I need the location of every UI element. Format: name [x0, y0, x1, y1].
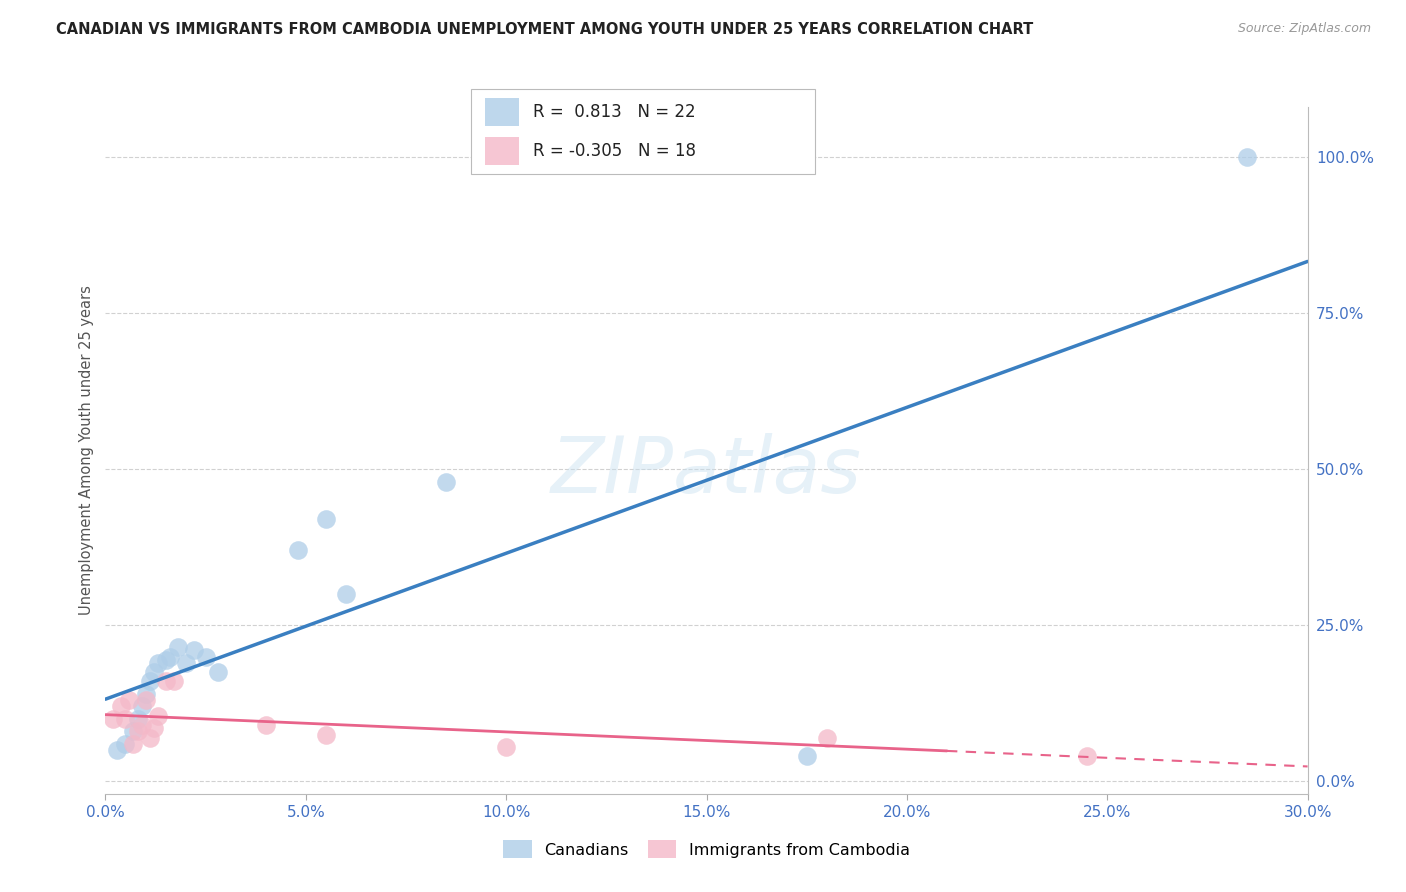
Point	[194, 649, 217, 664]
Point	[254, 718, 277, 732]
Point	[114, 712, 136, 726]
Point	[146, 656, 169, 670]
Bar	[485, 98, 519, 127]
Point	[315, 512, 337, 526]
Point	[183, 643, 205, 657]
Point	[315, 728, 337, 742]
Point	[174, 656, 197, 670]
Point	[166, 640, 188, 655]
Point	[127, 724, 149, 739]
Point	[110, 699, 132, 714]
Point	[127, 712, 149, 726]
Point	[107, 743, 129, 757]
Point	[146, 708, 169, 723]
Y-axis label: Unemployment Among Youth under 25 years: Unemployment Among Youth under 25 years	[79, 285, 94, 615]
Point	[155, 653, 177, 667]
Point	[207, 665, 229, 680]
Text: Source: ZipAtlas.com: Source: ZipAtlas.com	[1237, 22, 1371, 36]
Point	[495, 740, 517, 755]
Point	[131, 699, 153, 714]
Point	[142, 665, 165, 680]
Point	[1236, 150, 1258, 164]
Point	[118, 693, 141, 707]
Text: CANADIAN VS IMMIGRANTS FROM CAMBODIA UNEMPLOYMENT AMONG YOUTH UNDER 25 YEARS COR: CANADIAN VS IMMIGRANTS FROM CAMBODIA UNE…	[56, 22, 1033, 37]
Point	[162, 674, 184, 689]
Point	[131, 718, 153, 732]
Point	[434, 475, 457, 489]
Point	[114, 737, 136, 751]
Legend: Canadians, Immigrants from Cambodia: Canadians, Immigrants from Cambodia	[496, 834, 917, 865]
Point	[335, 587, 357, 601]
Point	[142, 721, 165, 735]
FancyBboxPatch shape	[471, 89, 815, 174]
Point	[138, 731, 160, 745]
Point	[122, 737, 145, 751]
Text: R =  0.813   N = 22: R = 0.813 N = 22	[533, 103, 696, 121]
Point	[159, 649, 181, 664]
Bar	[485, 136, 519, 165]
Point	[155, 674, 177, 689]
Text: ZIPatlas: ZIPatlas	[551, 433, 862, 509]
Point	[796, 749, 818, 764]
Point	[1076, 749, 1098, 764]
Point	[122, 724, 145, 739]
Point	[138, 674, 160, 689]
Point	[135, 687, 157, 701]
Point	[815, 731, 838, 745]
Point	[287, 543, 309, 558]
Point	[103, 712, 125, 726]
Point	[135, 693, 157, 707]
Text: R = -0.305   N = 18: R = -0.305 N = 18	[533, 142, 696, 160]
